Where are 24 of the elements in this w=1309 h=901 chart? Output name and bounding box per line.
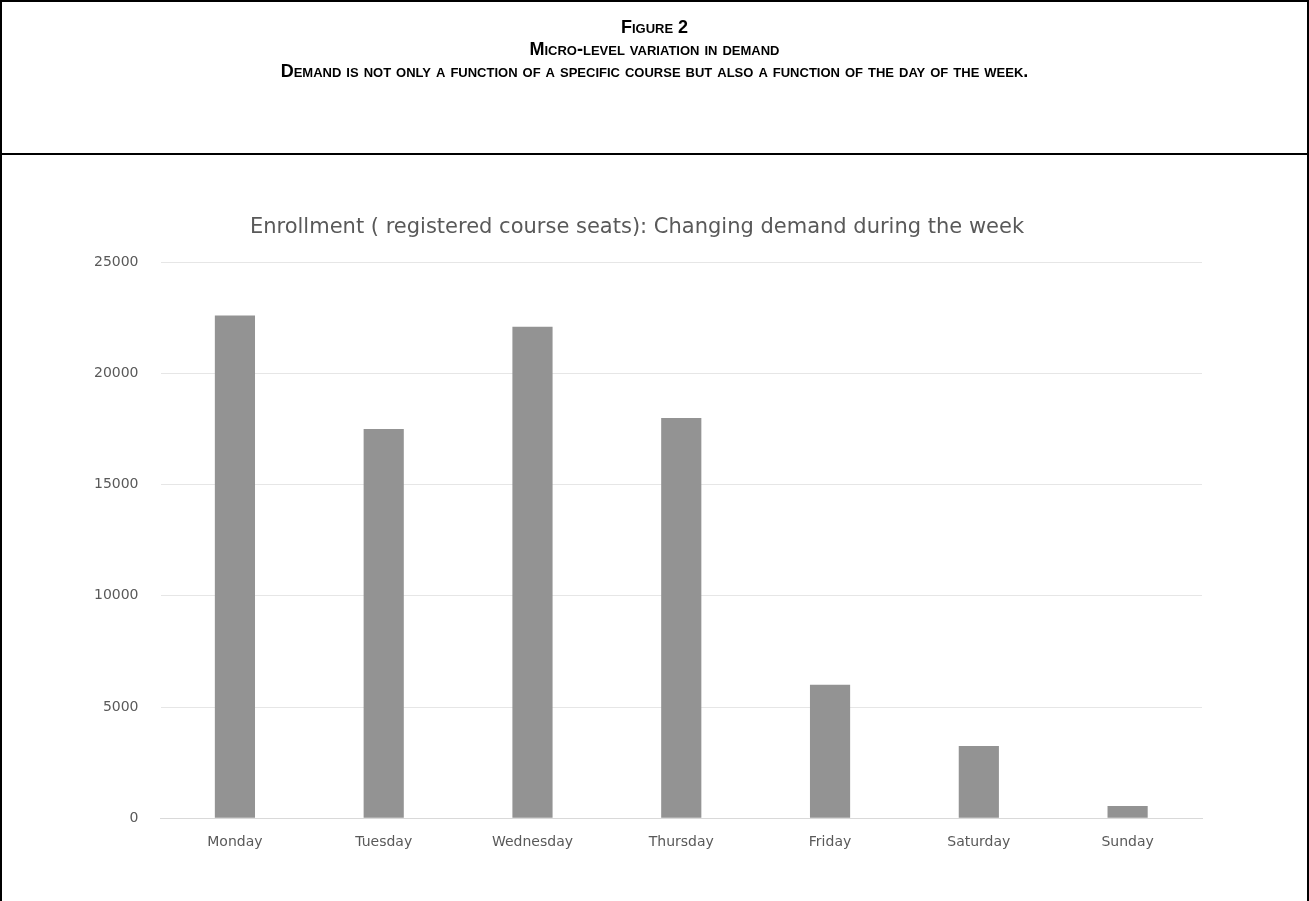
text: Demand is not only a function of a specific course but also a function of the day of the week.	[279, 60, 1030, 82]
y-tick-label: 0	[129, 808, 139, 825]
x-tick-label: Saturday	[947, 833, 1011, 850]
y-tick-label: 5000	[102, 697, 139, 714]
x-tick-label: Friday	[808, 833, 852, 850]
x-tick-label: Tuesday	[354, 833, 413, 850]
x-tick-label: Wednesday	[491, 833, 574, 850]
y-tick-label: 20000	[93, 364, 139, 381]
x-tick-label: Thursday	[647, 833, 714, 850]
y-tick-label: 25000	[93, 252, 139, 269]
caption: Figure 2	[619, 16, 690, 38]
bar	[363, 429, 404, 818]
bar	[661, 417, 702, 818]
bar	[512, 326, 553, 818]
bar	[1107, 805, 1148, 818]
y-tick-label: 15000	[93, 475, 139, 492]
x-tick-label: Monday	[207, 833, 263, 850]
bar	[214, 315, 256, 818]
text: Micro-level variation in demand	[528, 38, 781, 60]
chart-title: Enrollment ( registered course seats): Changing demand during the week	[249, 214, 1025, 239]
x-tick-label: Sunday	[1101, 833, 1154, 850]
y-tick-label: 10000	[93, 586, 139, 603]
bar	[958, 745, 999, 818]
bar	[809, 684, 851, 818]
